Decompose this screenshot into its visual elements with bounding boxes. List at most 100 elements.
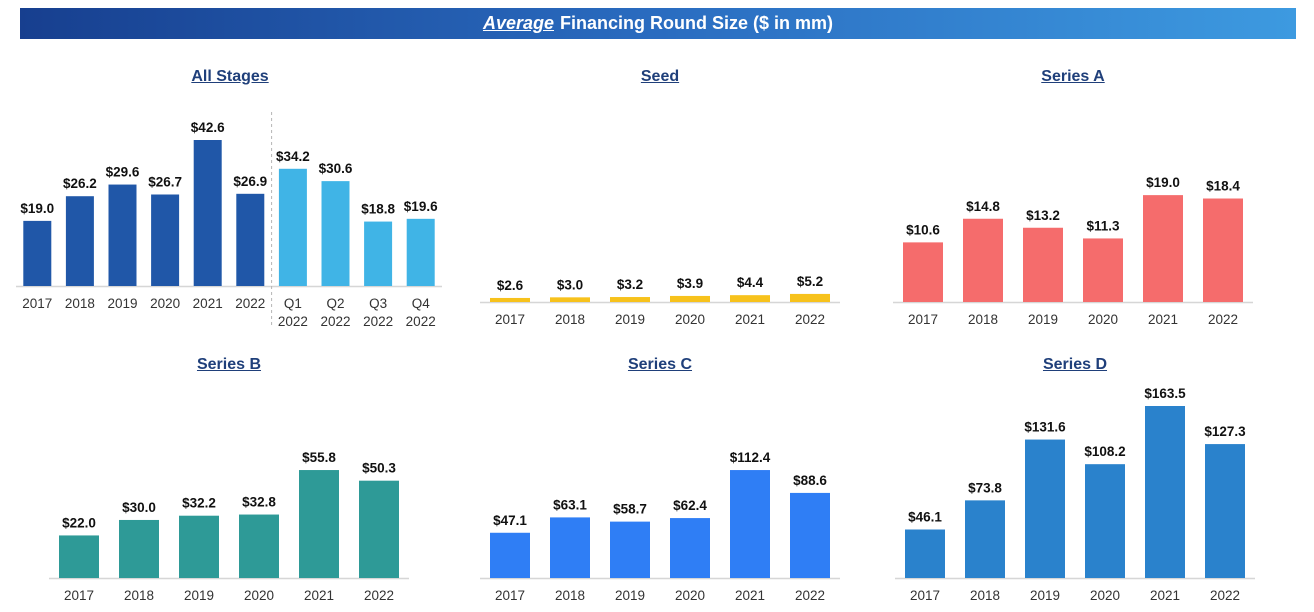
- x-tick-label: 2022: [364, 588, 394, 603]
- panel-title: Series C: [627, 356, 693, 373]
- x-tick-label: 2022: [235, 296, 265, 311]
- x-tick-label: 2021: [193, 296, 223, 311]
- bar: [730, 470, 770, 578]
- value-label: $2.6: [497, 278, 524, 293]
- x-tick-label: 2021: [1150, 588, 1180, 603]
- panel-title: Series A: [1041, 68, 1105, 85]
- x-tick-label: 2022: [795, 588, 825, 603]
- bar: [790, 492, 830, 578]
- panel-series-b: Series B $22.0 2017 $30.0 2018 $32.2 2019 $32.…: [49, 350, 409, 612]
- x-tick-label: 2021: [735, 312, 765, 327]
- value-label: $3.0: [557, 277, 583, 292]
- x-tick-label: 2018: [65, 296, 95, 311]
- x-tick-label: 2020: [675, 588, 705, 603]
- value-label: $22.0: [62, 515, 96, 530]
- value-label: $30.6: [319, 161, 353, 176]
- value-label: $26.7: [148, 174, 182, 189]
- x-tick-label: 2019: [107, 296, 137, 311]
- bar: [108, 184, 137, 286]
- value-label: $108.2: [1084, 444, 1125, 459]
- panel-title: Series D: [1042, 356, 1108, 373]
- bar: [1023, 227, 1063, 302]
- x-tick-label: 2020: [675, 312, 705, 327]
- value-label: $88.6: [793, 473, 827, 488]
- value-label: $18.8: [361, 202, 395, 217]
- value-label: $63.1: [553, 497, 587, 512]
- x-tick-label: 2018: [124, 588, 154, 603]
- x-tick-label: 2017: [64, 588, 94, 603]
- chart-series-a: $10.6 2017 $14.8 2018 $13.2 2019 $11.3 2020 $19.…: [893, 175, 1253, 327]
- value-label: $19.0: [20, 201, 54, 216]
- x-tick-label: 2017: [910, 588, 940, 603]
- value-label: $58.7: [613, 502, 647, 517]
- x-tick-label: 2019: [1028, 312, 1058, 327]
- x-tick-label: Q4 2022: [406, 296, 436, 329]
- panel-seed: Seed $2.6 2017 $3.0 2018 $3.2 2019 $3.9 2020 $4.…: [480, 60, 840, 340]
- panel-all-stages: All Stages $19.0 2017 $26.2 2018 $29.6 2019 $2…: [10, 60, 450, 340]
- bar: [278, 168, 307, 286]
- bar: [59, 535, 99, 578]
- x-tick-label: Q1 2022: [278, 296, 308, 329]
- bar: [550, 517, 590, 578]
- bar: [321, 181, 350, 286]
- value-label: $32.8: [242, 495, 276, 510]
- bar: [610, 297, 650, 302]
- chart-seed: $2.6 2017 $3.0 2018 $3.2 2019 $3.9 2020 $4.4 2021…: [480, 274, 840, 327]
- value-label: $30.0: [122, 500, 156, 515]
- bar: [490, 297, 530, 302]
- x-tick-label: 2017: [495, 312, 525, 327]
- value-label: $163.5: [1144, 386, 1186, 401]
- bar: [65, 196, 94, 286]
- panel-title: Seed: [640, 68, 680, 85]
- x-tick-label: 2017: [22, 296, 52, 311]
- value-label: $46.1: [908, 510, 942, 525]
- x-tick-label: 2021: [735, 588, 765, 603]
- bar: [670, 295, 710, 302]
- x-tick-label: Q2 2022: [320, 296, 350, 329]
- value-label: $32.2: [182, 496, 216, 511]
- bar: [1085, 464, 1125, 578]
- x-tick-label: 2019: [615, 312, 645, 327]
- bar: [364, 221, 393, 286]
- value-label: $26.9: [233, 174, 267, 189]
- value-label: $26.2: [63, 176, 97, 191]
- value-label: $50.3: [362, 461, 396, 476]
- bar: [236, 193, 265, 286]
- x-tick-label: 2020: [1088, 312, 1118, 327]
- value-label: $73.8: [968, 480, 1002, 495]
- value-label: $112.4: [730, 450, 771, 465]
- bar: [790, 293, 830, 302]
- value-label: $55.8: [302, 450, 336, 465]
- chart-series-d: $46.1 2017 $73.8 2018 $131.6 2019 $108.2 2020 $1…: [895, 386, 1255, 603]
- x-tick-label: 2021: [304, 588, 334, 603]
- bar: [1025, 439, 1065, 578]
- value-label: $131.6: [1024, 420, 1066, 435]
- bar: [359, 480, 399, 578]
- x-tick-label: 2021: [1148, 312, 1178, 327]
- value-label: $19.6: [404, 199, 438, 214]
- bar: [193, 140, 222, 286]
- bar: [1205, 444, 1245, 578]
- value-label: $4.4: [737, 275, 764, 290]
- value-label: $3.2: [617, 277, 643, 292]
- x-tick-label: 2018: [555, 312, 585, 327]
- bar: [490, 532, 530, 578]
- x-tick-label: 2020: [244, 588, 274, 603]
- bar: [730, 295, 770, 302]
- x-tick-label: 2017: [908, 312, 938, 327]
- value-label: $34.2: [276, 149, 310, 164]
- panel-series-a: Series A $10.6 2017 $14.8 2018 $13.2 2019 $11.…: [893, 60, 1253, 340]
- bar: [905, 529, 945, 578]
- bar: [179, 515, 219, 578]
- bar: [119, 519, 159, 578]
- chart-all-stages: $19.0 2017 $26.2 2018 $29.6 2019 $26.7 2020 $42.…: [16, 112, 442, 329]
- x-tick-label: 2017: [495, 588, 525, 603]
- bar: [965, 500, 1005, 578]
- value-label: $127.3: [1204, 424, 1246, 439]
- bar: [903, 242, 943, 302]
- x-tick-label: 2018: [970, 588, 1000, 603]
- bar: [670, 518, 710, 578]
- value-label: $19.0: [1146, 175, 1180, 190]
- chart-series-c: $47.1 2017 $63.1 2018 $58.7 2019 $62.4 2020 $112…: [480, 450, 840, 603]
- bar: [239, 514, 279, 578]
